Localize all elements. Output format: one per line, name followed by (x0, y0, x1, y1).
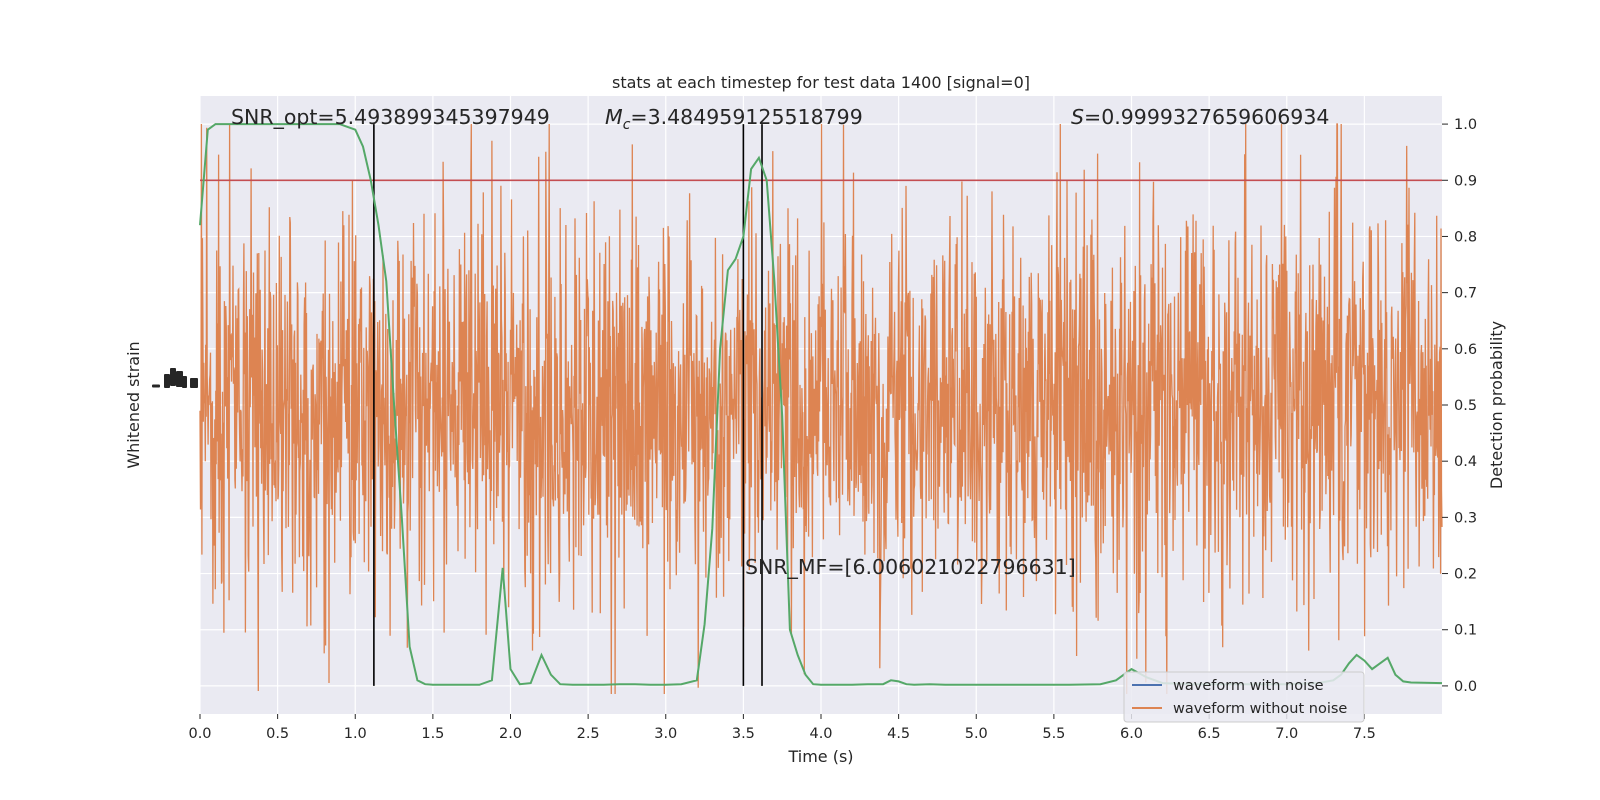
snr-opt-annotation: SNR_opt=5.493899345397949 (231, 105, 550, 130)
chirp-mass-subscript: c (623, 117, 631, 133)
x-axis-label: Time (s) (787, 747, 853, 766)
y-tick-label: 0.8 (1454, 229, 1477, 245)
x-tick-label: 2.5 (577, 726, 600, 742)
x-tick-label: 5.0 (965, 726, 988, 742)
x-tick-label: 0.0 (188, 726, 211, 742)
left-axis-tick-mark (176, 371, 183, 387)
s-symbol: S (1071, 105, 1084, 129)
s-value: =0.9999327659606934 (1084, 105, 1329, 129)
s-annotation: S=0.9999327659606934 (1071, 105, 1329, 129)
x-tick-label: 6.5 (1198, 726, 1221, 742)
y-tick-label: 0.2 (1454, 567, 1477, 583)
y-tick-label: 0.3 (1454, 510, 1477, 526)
x-tick-label: 5.5 (1042, 726, 1065, 742)
x-tick-label: 0.5 (266, 726, 289, 742)
x-tick-label: 1.0 (344, 726, 367, 742)
y-tick-label: 0.7 (1454, 286, 1477, 302)
chart-title: stats at each timestep for test data 140… (612, 73, 1030, 92)
right-axis-label: Detection probability (1487, 321, 1506, 489)
x-tick-label: 7.0 (1275, 726, 1298, 742)
chirp-mass-symbol: M (605, 105, 623, 129)
x-tick-label: 2.0 (499, 726, 522, 742)
left-axis-tick-mark (182, 376, 187, 388)
left-axis-label: Whitened strain (124, 341, 143, 468)
right-axis-ticks: 0.0 0.1 0.2 0.3 0.4 0.5 0.6 0.7 0.8 0.9 1.0 (1442, 117, 1477, 695)
y-tick-label: 0.0 (1454, 679, 1477, 695)
left-axis-tick-mark (164, 374, 170, 388)
left-axis-tick-mark (170, 368, 176, 386)
left-axis-ticks (152, 368, 198, 388)
y-tick-label: 0.9 (1454, 173, 1477, 189)
legend-entry-noise: waveform with noise (1173, 678, 1324, 694)
left-axis-tick-mark (152, 384, 160, 388)
x-tick-label: 7.5 (1353, 726, 1376, 742)
legend-entry-strain: waveform without noise (1173, 701, 1347, 717)
x-tick-label: 4.5 (887, 726, 910, 742)
y-tick-label: 0.6 (1454, 342, 1477, 358)
x-tick-label: 3.5 (732, 726, 755, 742)
chirp-mass-annotation: Mc=3.484959125518799 (605, 105, 863, 133)
y-tick-label: 0.5 (1454, 398, 1477, 414)
x-axis-ticks: 0.0 0.5 1.0 1.5 2.0 2.5 3.0 3.5 4.0 4.5 5.0 5.5 6.0 6… (188, 714, 1376, 742)
snr-mf-annotation: SNR_MF=[6.006021022796631] (745, 555, 1076, 580)
chirp-mass-value: =3.484959125518799 (630, 105, 862, 129)
strain-waveform-series (199, 123, 1443, 695)
x-tick-label: 3.0 (654, 726, 677, 742)
x-tick-label: 1.5 (421, 726, 444, 742)
y-tick-label: 0.1 (1454, 623, 1477, 639)
y-tick-label: 1.0 (1454, 117, 1477, 133)
vertical-lines (373, 124, 763, 686)
legend: waveform with noise waveform without noi… (1123, 671, 1365, 723)
legend-box (1123, 671, 1365, 723)
strain-waveform-line (199, 123, 1443, 695)
y-tick-label: 0.4 (1454, 454, 1477, 470)
x-tick-label: 6.0 (1120, 726, 1143, 742)
x-tick-label: 4.0 (809, 726, 832, 742)
left-axis-tick-mark (190, 378, 198, 388)
